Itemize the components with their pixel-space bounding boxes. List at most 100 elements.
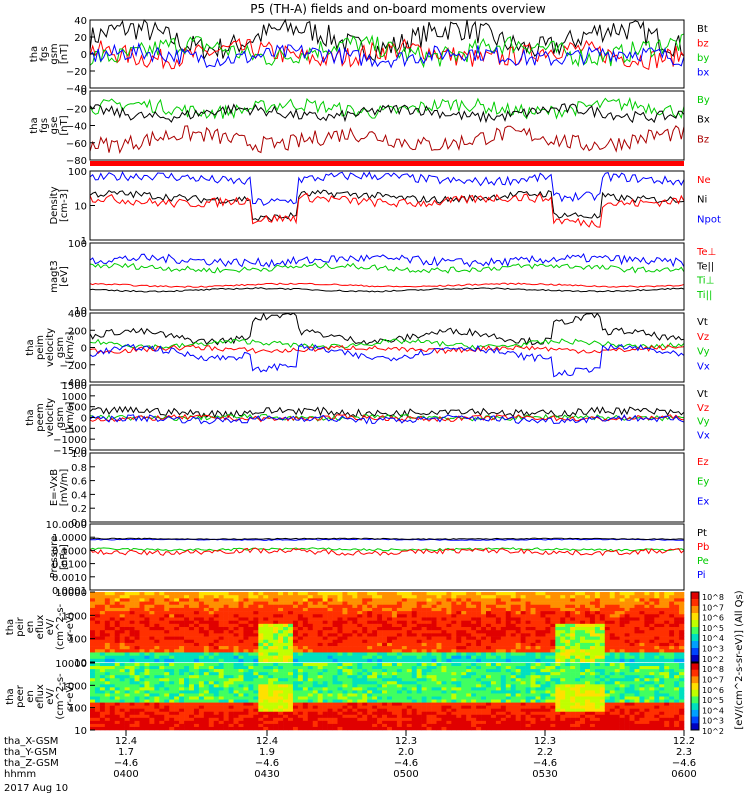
heatmap-cell <box>239 669 244 672</box>
heatmap-cell <box>303 617 308 620</box>
heatmap-cell <box>427 633 432 636</box>
heatmap-cell <box>100 637 105 640</box>
heatmap-cell <box>560 669 565 672</box>
legend-entry: Vt <box>697 389 708 400</box>
heatmap-cell <box>313 608 318 611</box>
heatmap-cell <box>224 721 229 724</box>
heatmap-cell <box>135 614 140 617</box>
heatmap-cell <box>283 693 288 696</box>
heatmap-cell <box>224 666 229 669</box>
heatmap-cell <box>189 649 194 652</box>
heatmap-cell <box>125 640 130 643</box>
heatmap-cell <box>184 598 189 601</box>
heatmap-cell <box>352 712 357 715</box>
heatmap-cell <box>130 624 135 627</box>
heatmap-cell <box>110 621 115 624</box>
heatmap-cell <box>144 640 149 643</box>
heatmap-cell <box>303 611 308 614</box>
heatmap-cell <box>214 687 219 690</box>
heatmap-cell <box>125 637 130 640</box>
heatmap-cell <box>367 595 372 598</box>
heatmap-cell <box>516 649 521 652</box>
heatmap-cell <box>219 666 224 669</box>
heatmap-cell <box>110 640 115 643</box>
heatmap-cell <box>451 643 456 646</box>
heatmap-cell <box>204 627 209 630</box>
heatmap-cell <box>486 649 491 652</box>
heatmap-cell <box>179 709 184 712</box>
heatmap-cell <box>382 621 387 624</box>
heatmap-cell <box>669 624 674 627</box>
heatmap-cell <box>263 697 268 700</box>
heatmap-cell <box>243 666 248 669</box>
heatmap-cell <box>451 627 456 630</box>
heatmap-cell <box>570 681 575 684</box>
heatmap-cell <box>120 630 125 633</box>
heatmap-cell <box>679 649 684 652</box>
heatmap-cell <box>437 663 442 666</box>
heatmap-cell <box>333 700 338 703</box>
heatmap-cell <box>95 684 100 687</box>
heatmap-cell <box>540 703 545 706</box>
heatmap-cell <box>90 675 95 678</box>
heatmap-cell <box>471 659 476 662</box>
heatmap-cell <box>110 637 115 640</box>
heatmap-cell <box>372 703 377 706</box>
heatmap-cell <box>214 663 219 666</box>
heatmap-cell <box>169 715 174 718</box>
heatmap-cell <box>446 681 451 684</box>
heatmap-cell <box>154 637 159 640</box>
heatmap-cell <box>536 666 541 669</box>
heatmap-cell <box>224 700 229 703</box>
heatmap-cell <box>154 640 159 643</box>
heatmap-cell <box>313 611 318 614</box>
heatmap-cell <box>565 706 570 709</box>
heatmap-cell <box>451 614 456 617</box>
heatmap-cell <box>298 678 303 681</box>
heatmap-cell <box>328 627 333 630</box>
heatmap-cell <box>174 724 179 727</box>
heatmap-cell <box>338 669 343 672</box>
heatmap-cell <box>219 693 224 696</box>
heatmap-cell <box>466 684 471 687</box>
heatmap-cell <box>174 684 179 687</box>
heatmap-cell <box>615 624 620 627</box>
heatmap-cell <box>382 675 387 678</box>
heatmap-cell <box>120 637 125 640</box>
heatmap-cell <box>407 605 412 608</box>
heatmap-cell <box>199 712 204 715</box>
heatmap-cell <box>199 703 204 706</box>
heatmap-cell <box>446 715 451 718</box>
heatmap-cell <box>308 718 313 721</box>
heatmap-cell <box>95 627 100 630</box>
heatmap-cell <box>219 598 224 601</box>
heatmap-cell <box>95 693 100 696</box>
heatmap-cell <box>590 633 595 636</box>
heatmap-cell <box>209 659 214 662</box>
heatmap-cell <box>407 640 412 643</box>
heatmap-cell <box>392 624 397 627</box>
heatmap-cell <box>382 627 387 630</box>
heatmap-cell <box>268 649 273 652</box>
heatmap-cell <box>511 672 516 675</box>
heatmap-cell <box>209 624 214 627</box>
heatmap-cell <box>313 703 318 706</box>
heatmap-cell <box>140 598 145 601</box>
heatmap-cell <box>352 700 357 703</box>
heatmap-cell <box>224 656 229 659</box>
heatmap-cell <box>437 608 442 611</box>
heatmap-cell <box>481 724 486 727</box>
heatmap-cell <box>120 706 125 709</box>
heatmap-cell <box>357 675 362 678</box>
heatmap-cell <box>377 633 382 636</box>
heatmap-cell <box>526 684 531 687</box>
heatmap-cell <box>347 715 352 718</box>
heatmap-cell <box>164 643 169 646</box>
heatmap-cell <box>362 598 367 601</box>
heatmap-cell <box>347 672 352 675</box>
heatmap-cell <box>288 637 293 640</box>
heatmap-cell <box>120 721 125 724</box>
heatmap-cell <box>486 608 491 611</box>
heatmap-cell <box>422 700 427 703</box>
heatmap-cell <box>550 614 555 617</box>
